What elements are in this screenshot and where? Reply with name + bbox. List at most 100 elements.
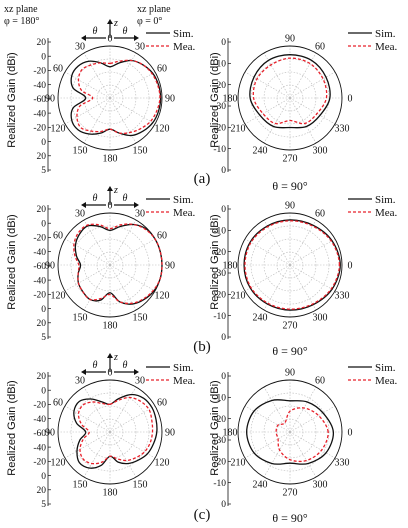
radial-tick-label: -60 (33, 95, 46, 105)
angle-label: 180 (223, 428, 238, 439)
radial-tick-label: -60 (33, 262, 46, 272)
trace-simulated (246, 399, 334, 465)
angle-label: 60 (315, 42, 325, 53)
grid-spoke (263, 219, 291, 266)
radial-tick-label: -20 (213, 81, 226, 91)
grid-spoke (64, 405, 111, 433)
grid-spoke (244, 97, 291, 125)
ylabel-c-right: Realized Gain (dBi) (209, 380, 221, 475)
angle-label: 90 (165, 428, 175, 439)
radial-tick-label: -20 (33, 401, 46, 411)
theta-label: θ (123, 193, 128, 204)
angle-label: 30 (135, 376, 145, 387)
grid-ring (263, 238, 317, 292)
polar-frame (57, 45, 163, 151)
radial-tick-label: 0 (221, 166, 226, 176)
angle-label: 30 (135, 209, 145, 220)
angle-label: 210 (231, 124, 246, 135)
radial-tick-label: -40 (33, 81, 46, 91)
angle-label: 180 (223, 261, 238, 272)
z-label: z (113, 18, 118, 29)
polar-frame (237, 379, 343, 485)
angle-label: 120 (154, 291, 169, 302)
angle-label: 90 (285, 368, 295, 379)
azimuth-title-a: θ = 90° (272, 179, 308, 193)
angle-label: 120 (154, 458, 169, 469)
grid-spoke (83, 52, 111, 99)
angle-label: 0 (108, 34, 113, 45)
radial-tick-label: 0 (221, 500, 226, 510)
grid-spoke (263, 431, 291, 478)
z-label: z (113, 352, 118, 363)
theta-label: θ (123, 360, 128, 371)
grid-spoke (109, 431, 137, 478)
radial-tick-label: 0 (41, 219, 46, 229)
angle-label: 60 (315, 209, 325, 220)
radial-tick-label: -10 (213, 394, 226, 404)
grid-spoke (289, 219, 317, 266)
grid-spoke (244, 238, 291, 266)
trace-simulated (73, 393, 158, 469)
angle-label: 90 (165, 94, 175, 105)
legend-a-right: Sim. Mea. (348, 28, 398, 53)
grid-ring (83, 71, 137, 125)
angle-label: 60 (157, 398, 167, 409)
grid-spoke (289, 431, 317, 478)
azimuth-title-c: θ = 90° (272, 511, 308, 525)
polar-frame (237, 45, 343, 151)
grid-spoke (64, 264, 111, 292)
angle-label: 270 (283, 321, 298, 332)
grid-spoke (109, 405, 156, 433)
angle-label: 180 (103, 321, 118, 332)
radial-tick-label: 0 (221, 372, 226, 382)
theta-arrowhead (81, 35, 86, 41)
grid-spoke (244, 264, 291, 292)
theta-arrowhead (134, 35, 139, 41)
ylabel-c-left: Realized Gain (dBi) (6, 380, 18, 475)
grid-spoke (109, 97, 156, 125)
angle-label: 0 (108, 368, 113, 379)
trace-measured (244, 220, 341, 310)
radial-tick-label: 20 (37, 319, 47, 329)
legend-mea-label: Mea. (375, 207, 398, 219)
angle-label: 30 (75, 376, 85, 387)
radial-tick-label: 5 (41, 500, 46, 510)
radial-tick-label: 0 (221, 205, 226, 215)
ylabel-b-right: Realized Gain (dBi) (209, 214, 221, 309)
angle-label: 210 (231, 291, 246, 302)
radial-tick-label: 20 (37, 372, 47, 382)
radial-tick-label: -10 (213, 145, 226, 155)
angle-label: 30 (75, 209, 85, 220)
coordinate-arrows-b: zθ θ (81, 185, 139, 208)
legend-mea-label: Mea. (173, 375, 196, 387)
grid-spoke (289, 97, 317, 144)
angle-label: 0 (108, 201, 113, 212)
grid-spoke (263, 97, 291, 144)
legend-sim-label: Sim. (375, 28, 396, 40)
legend-b-left: Sim. Mea. (146, 194, 196, 219)
theta-label: θ (123, 26, 128, 37)
radial-tick-label: -40 (33, 248, 46, 258)
radial-tick-label: -40 (33, 276, 46, 286)
grid-ring (83, 405, 137, 459)
ylabel-a-left: Realized Gain (dBi) (6, 52, 18, 147)
angle-label: 330 (334, 458, 349, 469)
radial-tick-label: -30 (213, 102, 226, 112)
angle-label: 240 (253, 145, 268, 156)
trace-measured (73, 223, 163, 305)
z-label: z (113, 185, 118, 196)
radial-tick-label: -20 (33, 124, 46, 134)
radial-tick-label: 0 (221, 38, 226, 48)
angle-label: 90 (165, 261, 175, 272)
grid-spoke (289, 264, 317, 311)
radial-tick-label: 0 (41, 52, 46, 62)
grid-spoke (263, 386, 291, 433)
trace-measured (275, 407, 329, 463)
z-arrowhead (107, 186, 113, 191)
radial-tick-label: 0 (41, 138, 46, 148)
ylabel-b-left: Realized Gain (dBi) (6, 214, 18, 309)
angle-label: 30 (75, 42, 85, 53)
grid-spoke (109, 97, 137, 144)
radial-tick-label: 20 (37, 486, 47, 496)
theta-label: θ (93, 193, 98, 204)
